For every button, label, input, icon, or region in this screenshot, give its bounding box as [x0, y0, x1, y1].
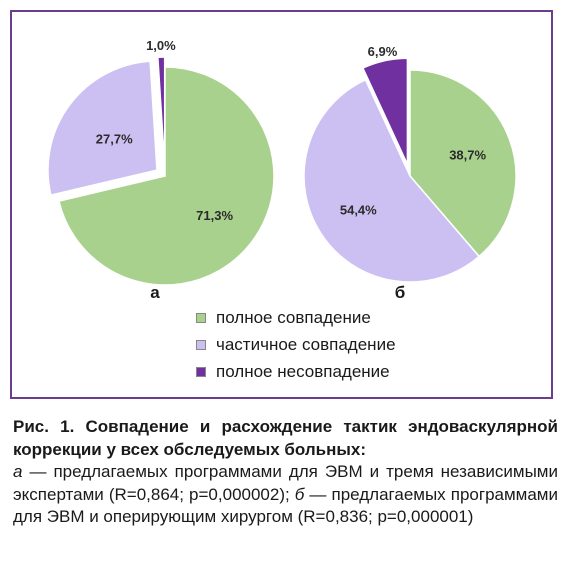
figure-caption: Рис. 1. Совпадение и расхождение тактик …	[13, 416, 558, 529]
legend-swatch-full-match	[196, 312, 206, 323]
caption-letter-b: б	[294, 484, 305, 504]
caption-text-a: — предлагаемых программами для ЭВМ и тре…	[13, 462, 558, 504]
pie-b-label-full-mismatch: 6,9%	[368, 44, 398, 59]
pie-a-label-full-match: 71,3%	[196, 208, 233, 223]
pie-a-slice-full-match	[58, 66, 275, 286]
panel-letter-a: а	[150, 283, 160, 302]
caption-letter-a: а	[13, 462, 23, 481]
legend-item-partial-match: частичное совпадение	[196, 331, 396, 358]
caption-title: Рис. 1. Совпадение и расхождение тактик …	[13, 417, 558, 459]
legend-item-full-mismatch: полное несовпадение	[196, 358, 396, 385]
pie-b-slice-partial-match	[303, 78, 481, 283]
caption-text-b: — предлагаемых программами для ЭВМ и опе…	[13, 484, 558, 527]
pie-b-slice-full-mismatch	[361, 57, 409, 165]
pie-a-slice-full-mismatch	[157, 56, 166, 167]
pie-b-slice-full-match	[409, 69, 517, 258]
pie-a-label-partial-match: 27,7%	[96, 131, 133, 146]
panel-letter-b: б	[395, 283, 406, 302]
pie-charts: 71,3% 27,7% 1,0% а 38,7% 54,4% 6,9% б	[47, 38, 517, 302]
pie-a-label-full-mismatch: 1,0%	[146, 38, 176, 53]
legend-swatch-partial-match	[196, 339, 206, 350]
pie-b-label-full-match: 38,7%	[449, 148, 486, 163]
pie-b-label-partial-match: 54,4%	[340, 202, 377, 217]
legend-item-full-match: полное совпадение	[196, 304, 396, 331]
legend-swatch-full-mismatch	[196, 366, 206, 377]
legend-label: частичное совпадение	[216, 334, 396, 354]
pie-a-slice-partial-match	[47, 60, 158, 197]
legend: полное совпадение частичное совпадение п…	[196, 304, 396, 385]
legend-label: полное совпадение	[216, 307, 371, 327]
legend-label: полное несовпадение	[216, 361, 390, 381]
